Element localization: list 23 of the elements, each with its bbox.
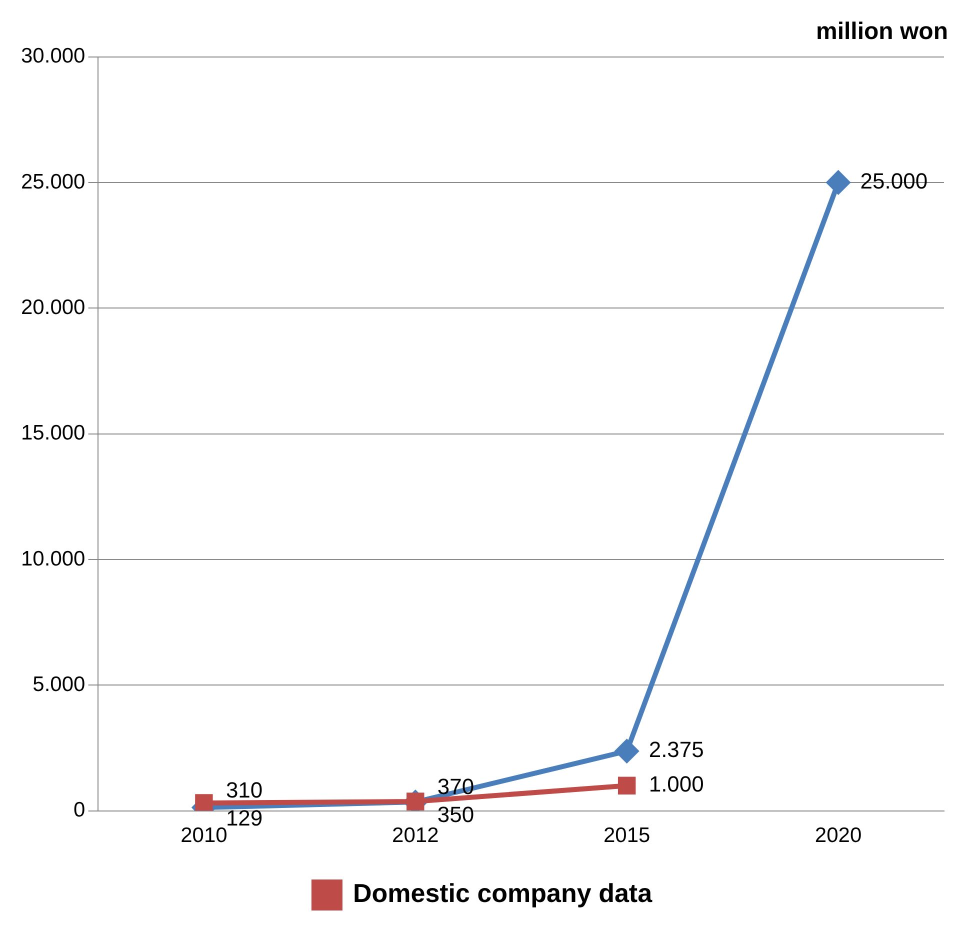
- data-label: 2.375: [648, 737, 704, 762]
- data-label: 310: [226, 777, 263, 802]
- data-label: 25.000: [860, 168, 928, 194]
- point: [618, 776, 636, 795]
- y-tick-label: 0: [74, 798, 86, 822]
- legend-label: Domestic company data: [352, 878, 653, 908]
- y-tick-label: 25.000: [20, 170, 86, 194]
- point: [615, 740, 638, 763]
- point: [195, 794, 213, 811]
- y-tick-label: 10.000: [20, 547, 86, 570]
- x-tick-label: 2012: [392, 824, 439, 848]
- y-tick-label: 20.000: [20, 296, 86, 319]
- y-tick-label: 15.000: [20, 422, 86, 445]
- x-tick-label: 2020: [814, 824, 862, 848]
- y-tick-label: 30.000: [20, 44, 86, 68]
- point: [826, 170, 850, 194]
- data-label: 350: [437, 802, 474, 827]
- data-label: 129: [226, 805, 263, 830]
- y-tick-label: 5.000: [32, 672, 86, 696]
- x-tick-label: 2015: [603, 824, 650, 848]
- x-tick-label: 2010: [180, 824, 228, 848]
- data-label: 1.000: [648, 772, 704, 797]
- chart-title: million won: [816, 18, 948, 46]
